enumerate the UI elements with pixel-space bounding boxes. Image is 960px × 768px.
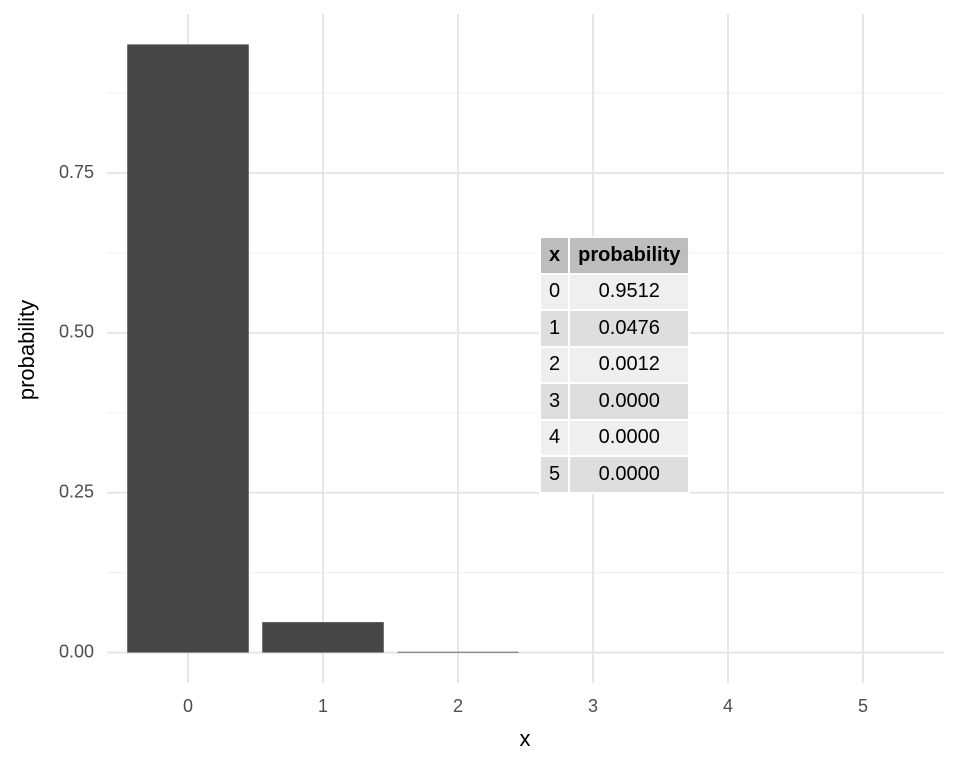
x-axis-title: x <box>520 726 531 751</box>
table-header-cell: x <box>541 238 569 273</box>
table-cell: 4 <box>541 420 569 455</box>
y-tick-label: 0.00 <box>59 641 94 661</box>
table-cell: 0.0000 <box>570 457 689 492</box>
bar <box>397 651 519 653</box>
y-tick-label: 0.50 <box>59 322 94 342</box>
table-header: x probability <box>541 238 689 273</box>
table-cell: 5 <box>541 457 569 492</box>
table-cell: 0 <box>541 274 569 309</box>
table-header-cell: probability <box>570 238 689 273</box>
table-cell: 0.0000 <box>570 420 689 455</box>
bar <box>127 44 249 653</box>
table-cell: 2 <box>541 347 569 382</box>
x-tick-label: 4 <box>723 696 733 716</box>
table-row: 5 0.0000 <box>541 457 689 492</box>
table-row: 0 0.9512 <box>541 274 689 309</box>
y-tick-label: 0.25 <box>59 481 94 501</box>
bar <box>262 622 384 653</box>
y-tick-label: 0.75 <box>59 162 94 182</box>
table-cell: 0.0012 <box>570 347 689 382</box>
x-tick-label: 0 <box>183 696 193 716</box>
table-row: 2 0.0012 <box>541 347 689 382</box>
table-cell: 0.0476 <box>570 311 689 346</box>
table-cell: 0.0000 <box>570 384 689 419</box>
table-row: 3 0.0000 <box>541 384 689 419</box>
table-cell: 3 <box>541 384 569 419</box>
probability-table: x probability 0 0.9512 1 0.0476 2 0.0012 3 0.0000… <box>539 236 691 494</box>
x-tick-label: 2 <box>453 696 463 716</box>
table-body: 0 0.9512 1 0.0476 2 0.0012 3 0.0000 4 0.0000 5 0.00… <box>541 274 689 492</box>
x-tick-label: 1 <box>318 696 328 716</box>
table-row: 4 0.0000 <box>541 420 689 455</box>
table-row: 1 0.0476 <box>541 311 689 346</box>
table-cell: 1 <box>541 311 569 346</box>
x-tick-label: 5 <box>858 696 868 716</box>
y-axis-title: probability <box>14 300 39 400</box>
x-tick-label: 3 <box>588 696 598 716</box>
table-cell: 0.9512 <box>570 274 689 309</box>
